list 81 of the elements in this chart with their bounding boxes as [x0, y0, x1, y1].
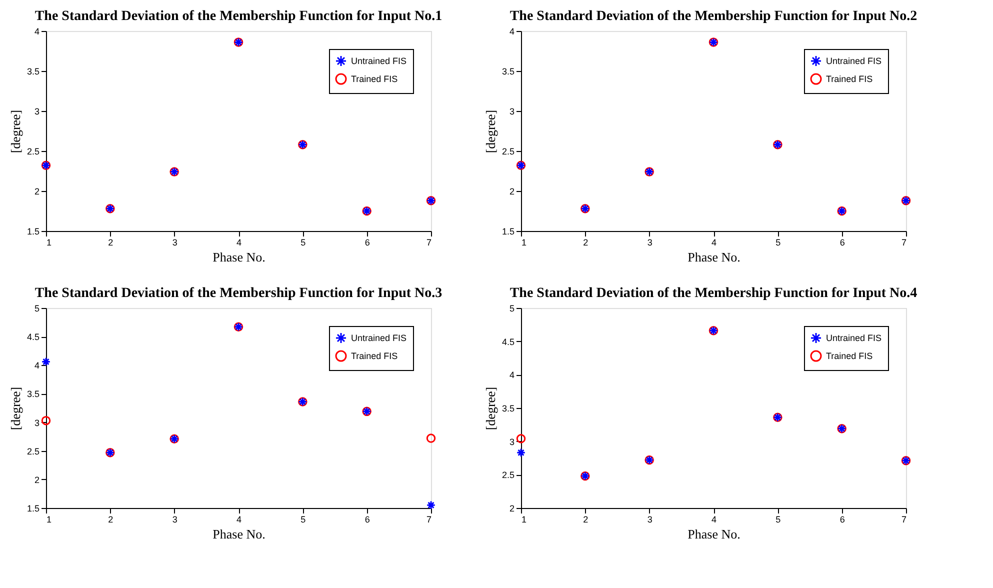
chart-title: The Standard Deviation of the Membership Function for Input No.1 [34, 9, 442, 24]
point [426, 434, 436, 443]
y-tick-label: 1.5 [26, 504, 40, 514]
point [516, 448, 526, 458]
y-tick-label: 1.5 [502, 226, 514, 236]
point [426, 500, 436, 510]
y-tick-label: 2.5 [502, 470, 514, 480]
x-tick-label: 4 [711, 514, 717, 524]
x-tick-label: 7 [426, 514, 432, 524]
y-tick-label: 3.5 [26, 389, 40, 400]
legend-label: Trained FIS [351, 74, 398, 84]
x-tick-label: 3 [172, 238, 178, 248]
y-tick-label: 2.5 [26, 446, 40, 456]
y-tick-label: 4 [509, 370, 514, 380]
x-axis-title: Phase No. [212, 526, 266, 542]
y-tick-label: 2 [34, 474, 40, 485]
y-tick-label: 2 [34, 186, 40, 196]
x-axis-title: Phase No. [688, 526, 740, 542]
y-tick-label: 2.5 [26, 146, 40, 156]
legend-label: Untrained FIS [826, 333, 882, 343]
x-tick-label: 6 [364, 514, 370, 524]
y-axis-title: [degree] [8, 110, 23, 154]
y-tick-label: 2 [509, 504, 514, 514]
y-axis-title: [degree] [482, 386, 498, 430]
legend-label: Trained FIS [826, 74, 873, 84]
chart-title: The Standard Deviation of the Membership Function for Input No.2 [510, 9, 918, 24]
y-tick-label: 2 [509, 186, 514, 196]
y-tick-label: 5 [509, 304, 514, 314]
x-axis-title: Phase No. [688, 250, 740, 264]
y-tick-label: 4 [34, 360, 40, 371]
y-tick-label: 3 [34, 418, 40, 428]
y-tick-label: 1.5 [26, 226, 40, 236]
y-tick-label: 5 [34, 304, 40, 314]
x-axis-title: Phase No. [212, 250, 266, 264]
legend-label: Trained FIS [351, 351, 398, 361]
x-tick-label: 1 [522, 238, 527, 248]
x-tick-label: 7 [901, 238, 906, 248]
y-tick-label: 4.5 [26, 332, 40, 342]
x-tick-label: 7 [426, 238, 432, 248]
x-tick-label: 4 [711, 238, 717, 248]
y-tick-label: 3.5 [502, 66, 514, 76]
x-tick-label: 7 [901, 514, 906, 524]
point [516, 434, 526, 444]
x-tick-label: 1 [522, 514, 527, 524]
x-tick-label: 2 [583, 238, 588, 248]
legend-label: Untrained FIS [351, 56, 407, 66]
y-axis-title: [degree] [8, 386, 23, 430]
y-tick-label: 4 [34, 26, 40, 36]
x-tick-label: 1 [46, 514, 52, 524]
x-tick-label: 6 [840, 238, 845, 248]
y-tick-label: 3 [509, 436, 514, 447]
x-tick-label: 4 [236, 514, 242, 524]
y-tick-label: 3 [34, 106, 40, 116]
x-tick-label: 5 [300, 238, 306, 248]
legend-label: Trained FIS [826, 351, 873, 361]
y-tick-label: 3 [509, 106, 514, 116]
x-tick-label: 2 [108, 238, 114, 248]
y-tick-label: 4 [509, 26, 514, 36]
y-tick-label: 3.5 [502, 404, 514, 414]
x-tick-label: 5 [300, 514, 306, 524]
legend-label: Untrained FIS [826, 56, 882, 66]
x-tick-label: 6 [364, 238, 370, 248]
x-tick-label: 1 [46, 238, 52, 248]
x-tick-label: 3 [647, 238, 652, 248]
y-axis-title: [degree] [482, 110, 498, 154]
legend-label: Untrained FIS [351, 333, 407, 343]
chart-title: The Standard Deviation of the Membership Function for Input No.3 [34, 286, 442, 301]
x-tick-label: 5 [776, 514, 781, 524]
y-tick-label: 3.5 [26, 66, 40, 76]
x-tick-label: 4 [236, 238, 242, 248]
x-tick-label: 3 [647, 514, 652, 524]
x-tick-label: 6 [840, 514, 845, 524]
chart-title: The Standard Deviation of the Membership Function for Input No.4 [510, 286, 918, 301]
x-tick-label: 2 [108, 514, 114, 524]
x-tick-label: 2 [583, 514, 588, 524]
y-tick-label: 4.5 [502, 336, 514, 347]
x-tick-label: 3 [172, 514, 178, 524]
y-tick-label: 2.5 [502, 146, 514, 156]
x-tick-label: 5 [776, 238, 781, 248]
point [41, 416, 51, 426]
point [41, 357, 51, 366]
